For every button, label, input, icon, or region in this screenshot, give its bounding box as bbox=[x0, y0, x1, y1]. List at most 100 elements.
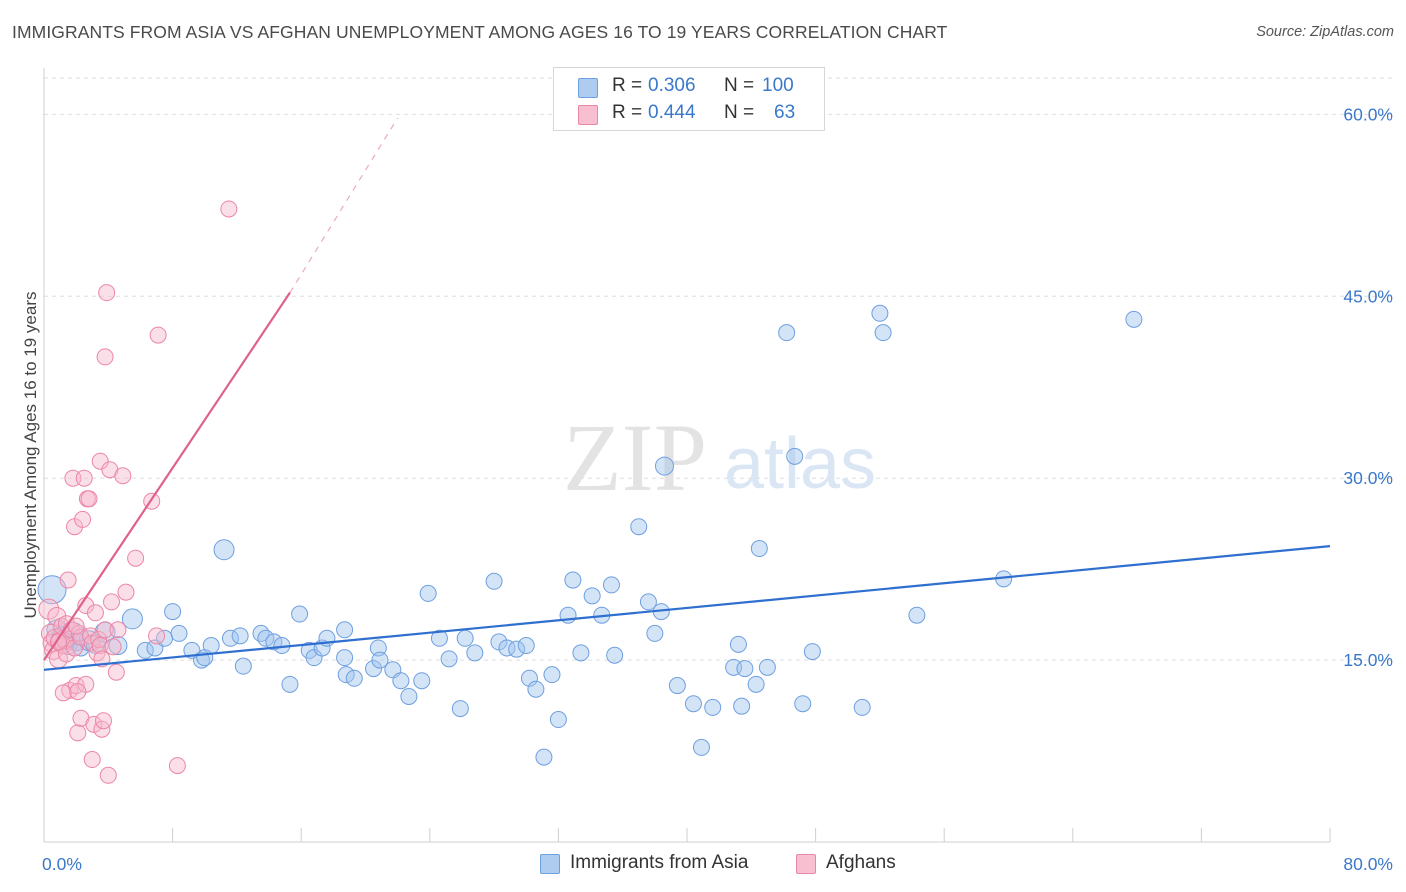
point-asia bbox=[108, 636, 128, 656]
point-asia bbox=[733, 697, 751, 715]
point-afghans bbox=[69, 724, 87, 742]
legend-n-value: 63 bbox=[774, 102, 796, 123]
watermark-zip: ZIP bbox=[563, 404, 707, 511]
legend-label-afghans: Afghans bbox=[826, 852, 896, 873]
y-tick-labels: 15.0% 30.0% 45.0% 60.0% bbox=[1343, 104, 1393, 670]
point-asia bbox=[121, 608, 143, 630]
point-asia bbox=[654, 456, 674, 476]
point-asia bbox=[517, 637, 535, 655]
point-asia bbox=[136, 641, 154, 659]
point-asia bbox=[1125, 310, 1143, 328]
point-asia bbox=[520, 669, 538, 687]
legend-n-label: N = bbox=[724, 102, 755, 123]
point-afghans bbox=[107, 663, 125, 681]
point-asia bbox=[853, 698, 871, 716]
point-asia bbox=[535, 748, 553, 766]
point-afghans bbox=[99, 766, 117, 784]
point-afghans bbox=[85, 715, 103, 733]
point-asia bbox=[336, 649, 354, 667]
point-asia bbox=[750, 540, 768, 558]
y-tick-label: 30.0% bbox=[1343, 468, 1393, 488]
legend-swatch-afghans bbox=[578, 105, 598, 125]
point-asia bbox=[871, 304, 889, 322]
point-asia bbox=[704, 698, 722, 716]
point-afghans bbox=[59, 571, 77, 589]
point-asia bbox=[213, 539, 235, 561]
point-asia bbox=[419, 584, 437, 602]
point-asia bbox=[281, 675, 299, 693]
point-asia bbox=[908, 606, 926, 624]
legend-item-asia[interactable]: Immigrants from Asia bbox=[540, 852, 780, 876]
point-afghans bbox=[148, 627, 166, 645]
x-tick-labels: 0.0% 80.0% bbox=[42, 854, 1393, 874]
legend-r-label: R = bbox=[612, 102, 643, 123]
point-afghans bbox=[96, 348, 114, 366]
point-asia bbox=[37, 575, 67, 605]
point-asia bbox=[164, 603, 182, 621]
point-afghans bbox=[47, 606, 67, 626]
legend-swatch-asia bbox=[540, 854, 560, 874]
point-asia bbox=[874, 324, 892, 342]
point-afghans bbox=[149, 326, 167, 344]
legend-r-value: 0.306 bbox=[648, 75, 696, 96]
point-afghans bbox=[91, 637, 109, 655]
point-asia bbox=[606, 646, 624, 664]
point-asia bbox=[456, 629, 474, 647]
point-asia bbox=[508, 640, 526, 658]
point-afghans bbox=[91, 452, 109, 470]
point-afghans bbox=[54, 684, 72, 702]
point-asia bbox=[646, 624, 664, 642]
stats-legend: R = 0.306 N = 100 R = 0.444 N = 63 bbox=[553, 67, 825, 131]
axes bbox=[43, 68, 1331, 843]
point-asia bbox=[736, 660, 754, 678]
point-asia bbox=[583, 587, 601, 605]
point-asia bbox=[630, 518, 648, 536]
point-asia bbox=[221, 629, 239, 647]
y-tick-label: 15.0% bbox=[1343, 650, 1393, 670]
point-afghans bbox=[90, 630, 108, 648]
point-asia bbox=[778, 324, 796, 342]
point-afghans bbox=[103, 593, 121, 611]
legend-item-afghans[interactable]: Afghans bbox=[796, 852, 916, 876]
watermark-atlas: atlas bbox=[724, 424, 876, 504]
point-asia bbox=[549, 711, 567, 729]
point-asia bbox=[572, 644, 590, 662]
point-afghans bbox=[109, 621, 127, 639]
point-asia bbox=[392, 672, 410, 690]
x-tick-label: 0.0% bbox=[42, 854, 82, 874]
trend-line-asia bbox=[43, 545, 1331, 671]
point-asia bbox=[365, 660, 383, 678]
point-asia bbox=[758, 658, 776, 676]
point-asia bbox=[252, 624, 270, 642]
point-afghans bbox=[75, 469, 93, 487]
legend-row-afghans: R = 0.444 N = 63 bbox=[554, 101, 824, 127]
y-tick-label: 45.0% bbox=[1343, 286, 1393, 306]
point-asia bbox=[345, 669, 363, 687]
point-asia bbox=[527, 680, 545, 698]
point-asia bbox=[265, 633, 283, 651]
point-afghans bbox=[96, 621, 114, 639]
point-afghans bbox=[67, 617, 85, 635]
legend-swatch-afghans bbox=[796, 854, 816, 874]
point-asia bbox=[729, 635, 747, 653]
point-asia bbox=[231, 627, 249, 645]
point-asia bbox=[170, 624, 188, 642]
point-asia bbox=[803, 643, 821, 661]
point-afghans bbox=[127, 549, 145, 567]
source-label: Source: ZipAtlas.com bbox=[1256, 24, 1394, 40]
chart-title: IMMIGRANTS FROM ASIA VS AFGHAN UNEMPLOYM… bbox=[12, 22, 948, 42]
legend-swatch-asia bbox=[578, 78, 598, 98]
point-asia bbox=[543, 666, 561, 684]
point-asia bbox=[291, 605, 309, 623]
point-asia bbox=[202, 637, 220, 655]
point-afghans bbox=[117, 583, 135, 601]
x-tick-label: 80.0% bbox=[1343, 854, 1393, 874]
point-afghans bbox=[104, 638, 122, 656]
trend-line-afghans-extension bbox=[289, 117, 399, 293]
point-asia bbox=[485, 572, 503, 590]
point-asia bbox=[786, 447, 804, 465]
point-afghans bbox=[83, 751, 101, 769]
point-asia bbox=[413, 672, 431, 690]
legend-row-asia: R = 0.306 N = 100 bbox=[554, 74, 824, 100]
